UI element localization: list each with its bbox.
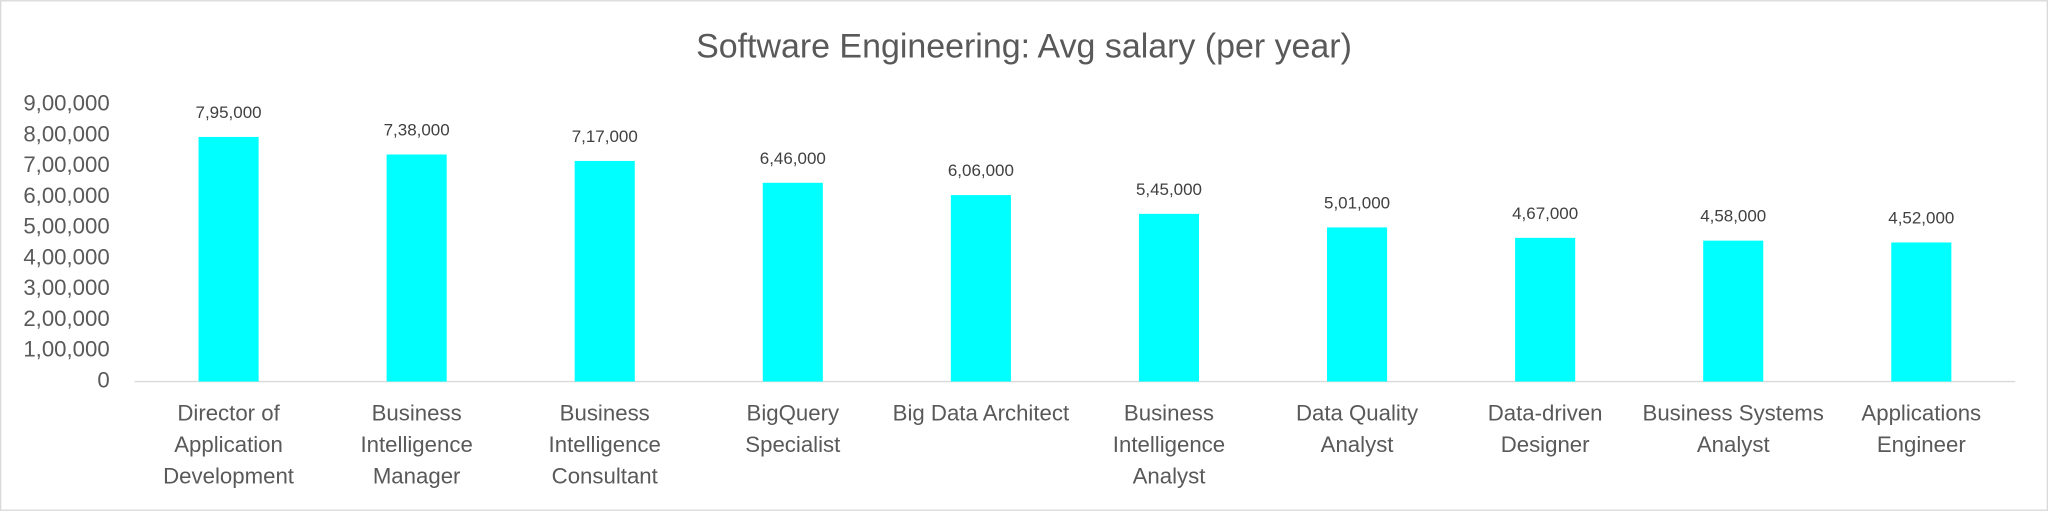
- x-tick-label-box: Big Data Architect: [892, 401, 1070, 426]
- x-tick-label: Business Intelligence Consultant: [548, 401, 661, 489]
- y-tick-label: 1,00,000: [23, 337, 109, 362]
- bar: [1703, 240, 1764, 382]
- data-label: 4,52,000: [1888, 208, 1954, 227]
- x-tick-label-box: Business Systems Analyst: [1642, 401, 1824, 458]
- x-tick-label: Data Quality Analyst: [1295, 401, 1419, 458]
- data-label: 6,06,000: [948, 161, 1014, 180]
- x-tick-label-box: Applications Engineer: [1861, 401, 1982, 458]
- x-tick-label-box: Director of Application Development: [163, 401, 294, 489]
- data-label: 6,46,000: [760, 149, 826, 168]
- bar: [574, 160, 635, 382]
- x-tick-label: Director of Application Development: [163, 401, 294, 489]
- data-label: 7,38,000: [384, 120, 450, 139]
- x-tick-label: Big Data Architect: [892, 401, 1070, 426]
- bar: [198, 136, 259, 382]
- y-tick-label: 5,00,000: [23, 214, 109, 239]
- x-tick-label-box: Business Intelligence Manager: [360, 401, 473, 489]
- y-tick-label: 6,00,000: [23, 183, 109, 208]
- y-tick-label: 4,00,000: [23, 244, 109, 269]
- data-label: 4,58,000: [1700, 207, 1766, 226]
- data-label: 7,17,000: [572, 127, 638, 146]
- x-tick-label-box: BigQuery Specialist: [745, 401, 841, 458]
- bar: [950, 195, 1011, 382]
- y-tick-label: 7,00,000: [23, 152, 109, 177]
- x-tick-label: Business Intelligence Manager: [360, 401, 473, 489]
- y-tick-label: 2,00,000: [23, 306, 109, 331]
- y-tick-label: 0: [97, 367, 109, 392]
- y-tick-label: 8,00,000: [23, 121, 109, 146]
- x-tick-label-box: Business Intelligence Consultant: [548, 401, 661, 489]
- y-tick-label: 3,00,000: [23, 275, 109, 300]
- bar: [1138, 213, 1200, 382]
- x-tick-label: Business Systems Analyst: [1642, 401, 1824, 458]
- data-label: 5,45,000: [1136, 180, 1202, 199]
- bar: [386, 154, 447, 382]
- x-tick-label-box: Business Intelligence Analyst: [1112, 401, 1226, 489]
- x-tick-label: BigQuery Specialist: [745, 401, 841, 458]
- y-tick-label: 9,00,000: [23, 91, 109, 116]
- x-tick-label: Data-driven Designer: [1487, 401, 1603, 458]
- data-label: 5,01,000: [1324, 193, 1390, 212]
- bar: [1327, 227, 1388, 382]
- x-tick-label: Business Intelligence Analyst: [1112, 401, 1226, 489]
- x-tick-label: Applications Engineer: [1861, 401, 1982, 458]
- chart-title: Software Engineering: Avg salary (per ye…: [696, 27, 1352, 65]
- data-label: 4,67,000: [1512, 204, 1578, 223]
- data-label: 7,95,000: [196, 103, 262, 122]
- x-tick-label-box: Data Quality Analyst: [1295, 401, 1419, 458]
- x-tick-label-box: Data-driven Designer: [1487, 401, 1603, 458]
- bar: [1891, 242, 1952, 382]
- bar: [1515, 237, 1576, 382]
- bar: [762, 182, 823, 382]
